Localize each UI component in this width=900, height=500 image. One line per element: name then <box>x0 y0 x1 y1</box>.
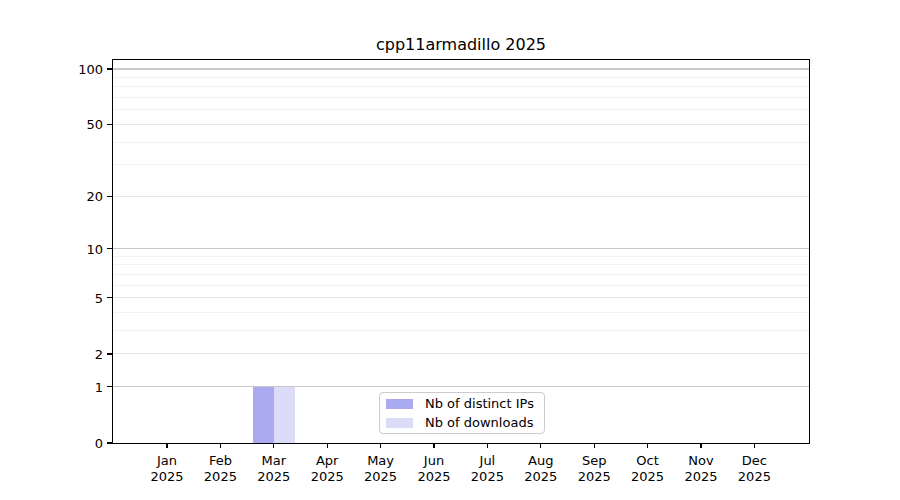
y-tick-label-0: 0 <box>48 436 103 451</box>
x-tick-label-sep: Sep 2025 <box>578 453 611 484</box>
y-tick-label-2: 2 <box>48 346 103 361</box>
x-tick-mark-sep <box>594 444 595 448</box>
legend: Nb of distinct IPs Nb of downloads <box>379 392 545 434</box>
x-tick-label-mar: Mar 2025 <box>257 453 290 484</box>
x-tick-mark-apr <box>327 444 328 448</box>
legend-label-distinct-ips: Nb of distinct IPs <box>425 396 534 411</box>
y-tick-mark-10 <box>107 248 112 249</box>
y-tick-label-5: 5 <box>48 290 103 305</box>
x-tick-mark-dec <box>754 444 755 448</box>
gridline-y-70 <box>113 97 809 98</box>
y-tick-mark-20 <box>107 196 112 197</box>
x-tick-label-may: May 2025 <box>364 453 397 484</box>
x-tick-mark-jan <box>166 444 167 448</box>
gridline-y-10 <box>113 248 809 249</box>
x-tick-mark-nov <box>700 444 701 448</box>
y-tick-label-20: 20 <box>48 189 103 204</box>
y-tick-label-100: 100 <box>48 62 103 77</box>
bar-nb-of-distinct-ips-mar <box>253 387 274 443</box>
x-tick-label-dec: Dec 2025 <box>738 453 771 484</box>
x-tick-mark-feb <box>220 444 221 448</box>
legend-item-downloads: Nb of downloads <box>386 415 537 430</box>
x-tick-label-jun: Jun 2025 <box>417 453 450 484</box>
x-tick-mark-oct <box>647 444 648 448</box>
gridline-y-4 <box>113 312 809 313</box>
legend-swatch-downloads <box>386 418 413 428</box>
y-tick-mark-50 <box>107 124 112 125</box>
gridline-y-30 <box>113 164 809 165</box>
legend-item-distinct-ips: Nb of distinct IPs <box>386 396 537 411</box>
y-tick-label-1: 1 <box>48 379 103 394</box>
y-tick-mark-0 <box>107 442 112 443</box>
gridline-y-80 <box>113 86 809 87</box>
y-tick-label-50: 50 <box>48 117 103 132</box>
gridline-y-3 <box>113 330 809 331</box>
chart-figure: cpp11armadillo 2025 0 1 2 5 10 20 50 100 Jan 20… <box>0 0 900 500</box>
legend-swatch-distinct-ips <box>386 399 413 409</box>
gridline-y-6 <box>113 285 809 286</box>
x-tick-mark-jun <box>433 444 434 448</box>
x-tick-label-jul: Jul 2025 <box>471 453 504 484</box>
x-tick-label-oct: Oct 2025 <box>631 453 664 484</box>
gridline-y-40 <box>113 142 809 143</box>
gridline-y-1 <box>113 386 809 387</box>
x-tick-label-feb: Feb 2025 <box>204 453 237 484</box>
x-tick-mark-may <box>380 444 381 448</box>
y-tick-mark-100 <box>107 68 112 69</box>
gridline-y-90 <box>113 77 809 78</box>
y-tick-mark-1 <box>107 386 112 387</box>
y-tick-mark-2 <box>107 353 112 354</box>
x-tick-label-apr: Apr 2025 <box>311 453 344 484</box>
x-tick-label-nov: Nov 2025 <box>684 453 717 484</box>
legend-label-downloads: Nb of downloads <box>425 415 533 430</box>
y-tick-mark-5 <box>107 297 112 298</box>
bar-nb-of-downloads-mar <box>274 387 295 443</box>
chart-title: cpp11armadillo 2025 <box>113 35 809 55</box>
gridline-y-2 <box>113 353 809 354</box>
gridline-y-50 <box>113 124 809 125</box>
gridline-y-5 <box>113 297 809 298</box>
x-tick-mark-aug <box>540 444 541 448</box>
x-tick-label-aug: Aug 2025 <box>524 453 557 484</box>
x-tick-mark-mar <box>273 444 274 448</box>
gridline-y-60 <box>113 109 809 110</box>
gridline-y-20 <box>113 196 809 197</box>
x-tick-label-jan: Jan 2025 <box>150 453 183 484</box>
gridline-y-9 <box>113 256 809 257</box>
gridline-y-100 <box>113 68 809 69</box>
x-tick-mark-jul <box>487 444 488 448</box>
y-tick-label-10: 10 <box>48 241 103 256</box>
gridline-y-8 <box>113 264 809 265</box>
gridline-y-7 <box>113 274 809 275</box>
